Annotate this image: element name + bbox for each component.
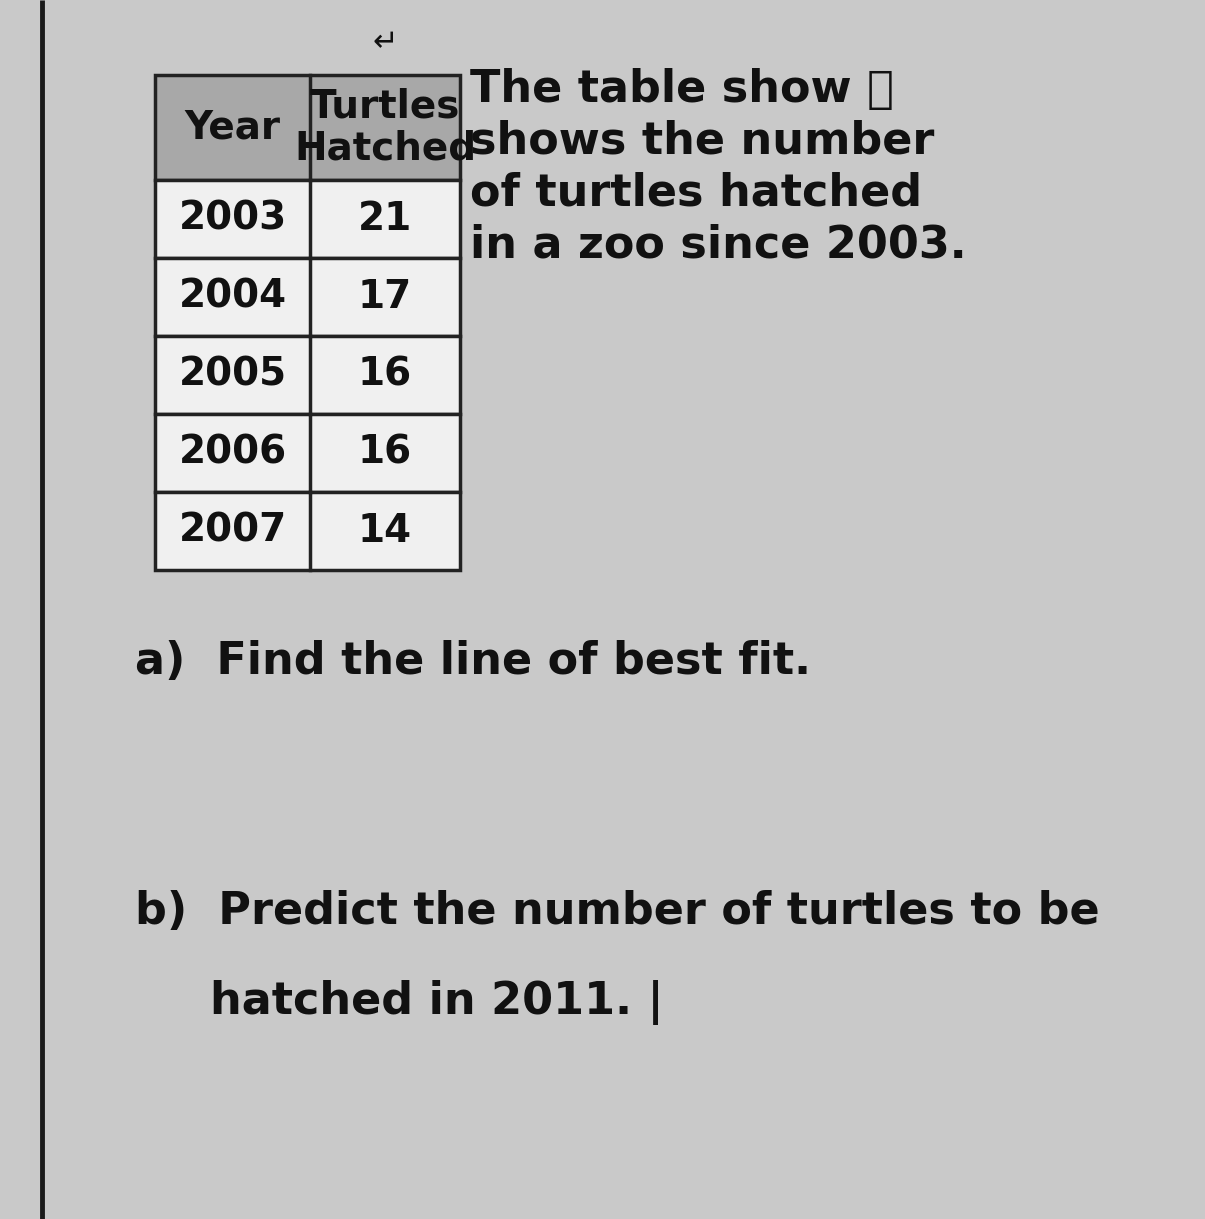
Text: 16: 16 [358,434,412,472]
Text: The table show ⏐: The table show ⏐ [470,68,894,111]
Text: a)  Find the line of best fit.: a) Find the line of best fit. [135,640,811,683]
Text: 21: 21 [358,200,412,238]
Bar [155,76,460,180]
Text: ↵: ↵ [372,28,398,57]
Text: 14: 14 [358,512,412,550]
Text: Turtles
Hatched: Turtles Hatched [294,88,476,168]
Text: 2005: 2005 [178,356,287,394]
Text: 2006: 2006 [178,434,287,472]
Text: 2004: 2004 [178,278,287,316]
Bar [155,336,460,414]
Text: shows the number: shows the number [470,119,934,163]
Text: Year: Year [184,108,281,146]
Text: 16: 16 [358,356,412,394]
Bar [155,258,460,336]
Text: 17: 17 [358,278,412,316]
Bar [155,180,460,258]
Text: hatched in 2011. |: hatched in 2011. | [210,980,664,1025]
Bar [155,414,460,492]
Bar [155,492,460,570]
Text: of turtles hatched: of turtles hatched [470,172,922,215]
Text: in a zoo since 2003.: in a zoo since 2003. [470,224,966,267]
Text: 2007: 2007 [178,512,287,550]
Text: 2003: 2003 [178,200,287,238]
Text: b)  Predict the number of turtles to be: b) Predict the number of turtles to be [135,890,1100,933]
